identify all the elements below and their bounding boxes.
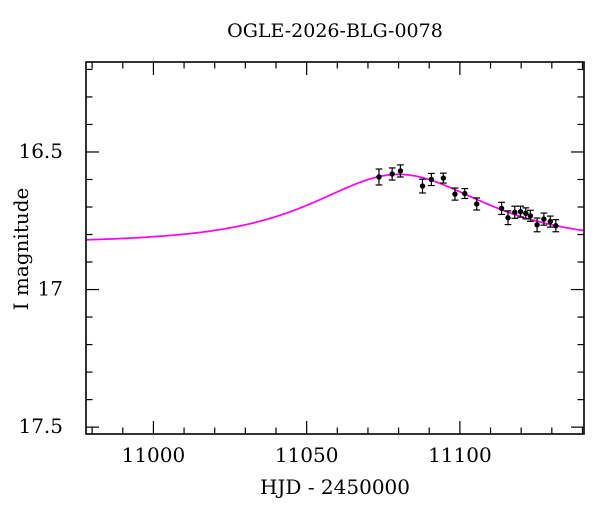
data-point [533,217,541,233]
data-point [461,187,469,200]
x-tick-label: 11100 [428,443,492,467]
data-point [439,172,447,184]
data-point [397,164,404,178]
x-tick-label: 11050 [275,443,339,467]
plot-frame [85,61,585,435]
data-point [427,172,435,187]
data-point [552,219,560,233]
data-point [498,201,505,216]
data-point [388,167,396,181]
y-tick-label: 16.5 [18,139,63,163]
data-point [526,209,534,222]
y-tick-label: 17.5 [18,414,63,438]
data-point [473,197,481,211]
data-point [504,210,512,226]
model-light-curve [85,173,585,241]
data-point [546,215,554,228]
x-tick-label: 11000 [122,443,186,467]
chart-title: OGLE-2026-BLG-0078 [227,20,443,42]
data-point [375,168,383,186]
y-tick-label: 17 [38,277,63,301]
data-point [419,178,426,194]
data-point [522,207,530,220]
data-point [451,187,459,201]
data-point [517,205,524,218]
data-point [540,212,548,226]
x-axis-label: HJD - 2450000 [259,475,411,499]
data-point [511,205,519,219]
